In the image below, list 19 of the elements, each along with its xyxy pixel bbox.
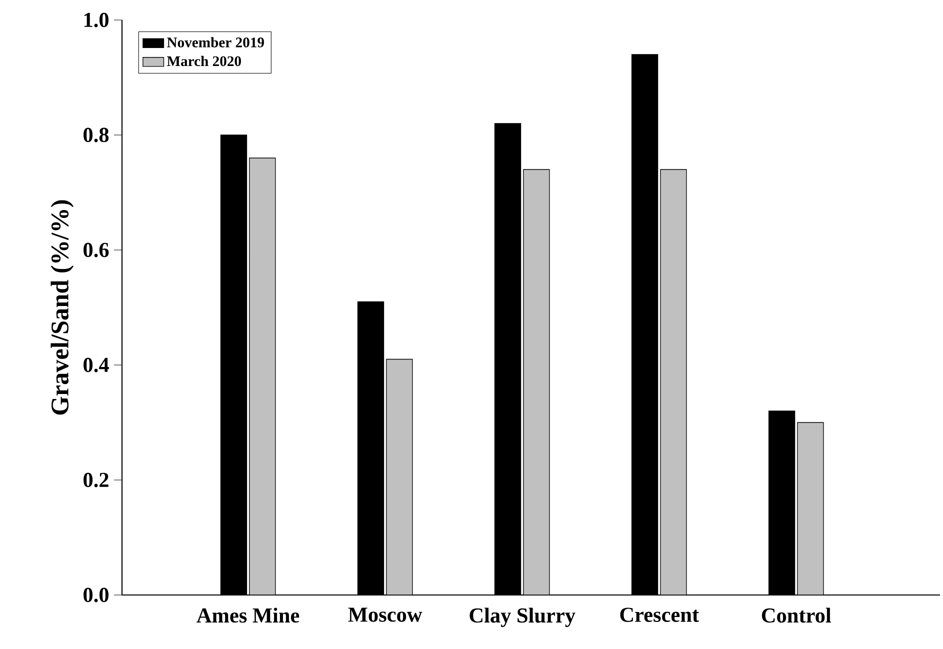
x-tick-label: Ames Mine: [196, 608, 300, 623]
y-tick-label: 0.6: [84, 242, 109, 258]
x-tick-label: Moscow: [348, 608, 422, 622]
y-tick-label: 1.0: [84, 12, 108, 28]
bar: [797, 422, 824, 595]
bar: [660, 169, 687, 595]
y-tick-label: 0.0: [84, 588, 108, 602]
bar: [249, 158, 276, 595]
legend-label: November 2019: [166, 37, 264, 48]
x-tick-label: Crescent: [620, 608, 699, 622]
bar: [523, 169, 550, 595]
legend-label: March 2020: [166, 56, 241, 66]
y-tick-label: 0.8: [84, 128, 109, 142]
y-tick-label: 0.2: [84, 472, 108, 488]
x-tick-label: Clay Slurry: [470, 608, 576, 628]
y-tick-label: 0.4: [84, 358, 109, 372]
y-axis-title: Gravel/Sand (%/%): [50, 200, 74, 415]
bar: [386, 358, 413, 595]
x-tick-label: Control: [762, 608, 832, 623]
